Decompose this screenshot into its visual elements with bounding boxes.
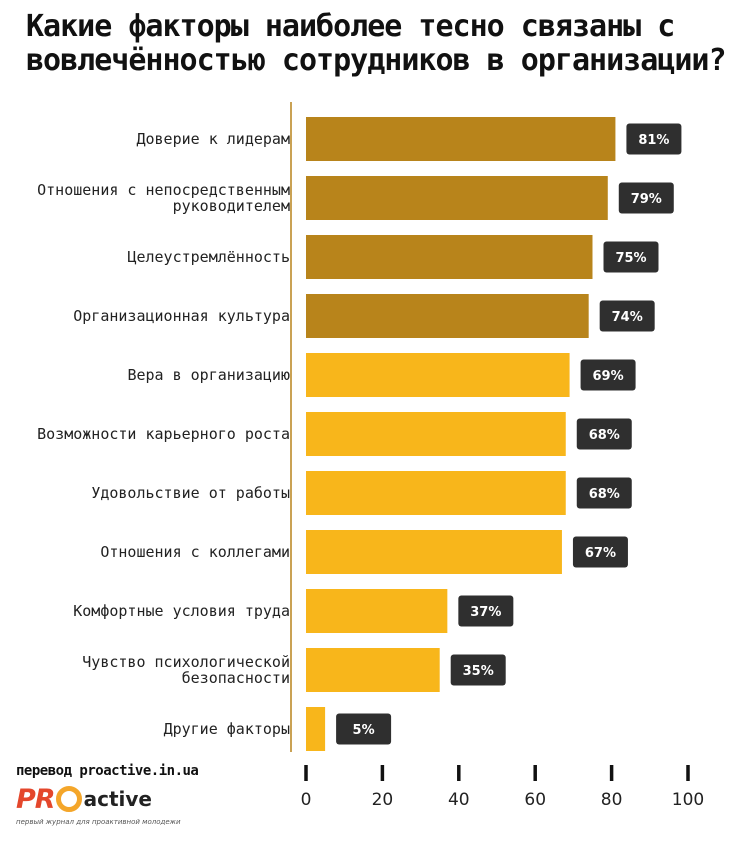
bar <box>306 294 589 338</box>
value-label: 74% <box>612 310 643 325</box>
value-label: 81% <box>638 133 669 148</box>
logo-pro-text: PR <box>16 783 56 815</box>
bar <box>306 471 566 515</box>
value-label: 79% <box>631 192 662 207</box>
bar <box>306 176 608 220</box>
value-badge <box>580 359 636 391</box>
value-badge <box>626 123 682 155</box>
category-label: Отношения с коллегами <box>100 543 290 561</box>
proactive-logo: PR active <box>16 782 152 816</box>
value-badge <box>450 654 506 686</box>
category-label: Отношения с непосредственным руководителе… <box>37 181 290 215</box>
category-label: Другие факторы <box>164 720 290 738</box>
logo-active-text: active <box>83 787 152 811</box>
x-tick-label: 100 <box>672 790 704 810</box>
value-badge <box>572 536 628 568</box>
category-label: Доверие к лидерам <box>136 130 290 148</box>
category-label: Вера в организацию <box>127 366 290 384</box>
x-tick-label: 20 <box>372 790 394 810</box>
bar <box>306 707 326 751</box>
bar <box>306 353 570 397</box>
value-label: 5% <box>353 723 375 738</box>
bar <box>306 530 562 574</box>
value-badge <box>603 241 659 273</box>
x-tick-label: 60 <box>524 790 546 810</box>
category-label: Целеустремлённость <box>127 248 290 266</box>
chart-title: Какие факторы наиболее тесно связаны с в… <box>26 9 727 78</box>
value-label: 68% <box>589 487 620 502</box>
x-tick-label: 80 <box>601 790 623 810</box>
value-label: 75% <box>615 251 646 266</box>
translation-credit: перевод proactive.in.ua <box>16 763 199 779</box>
category-label: Организационная культура <box>73 307 290 325</box>
x-tick-label: 0 <box>301 790 312 810</box>
category-label: Удовольствие от работы <box>91 484 290 502</box>
x-tick-label: 40 <box>448 790 470 810</box>
bar <box>306 412 566 456</box>
logo-tagline: первый журнал для проактивной молодежи <box>16 818 181 826</box>
value-badge <box>576 418 632 450</box>
value-badge <box>618 182 674 214</box>
value-label: 69% <box>593 369 624 384</box>
logo-ring-icon <box>55 786 82 812</box>
value-label: 67% <box>585 546 616 561</box>
bar <box>306 589 448 633</box>
value-badge <box>599 300 655 332</box>
bar <box>306 235 593 279</box>
category-label: Комфортные условия труда <box>73 602 290 620</box>
value-label: 37% <box>470 605 501 620</box>
value-badge <box>576 477 632 509</box>
value-label: 68% <box>589 428 620 443</box>
bar <box>306 117 616 161</box>
category-label: Чувство психологической безопасности <box>82 653 290 687</box>
value-badge <box>336 713 392 745</box>
bar <box>306 648 440 692</box>
value-label: 35% <box>463 664 494 679</box>
value-badge <box>458 595 514 627</box>
category-label: Возможности карьерного роста <box>37 425 290 443</box>
